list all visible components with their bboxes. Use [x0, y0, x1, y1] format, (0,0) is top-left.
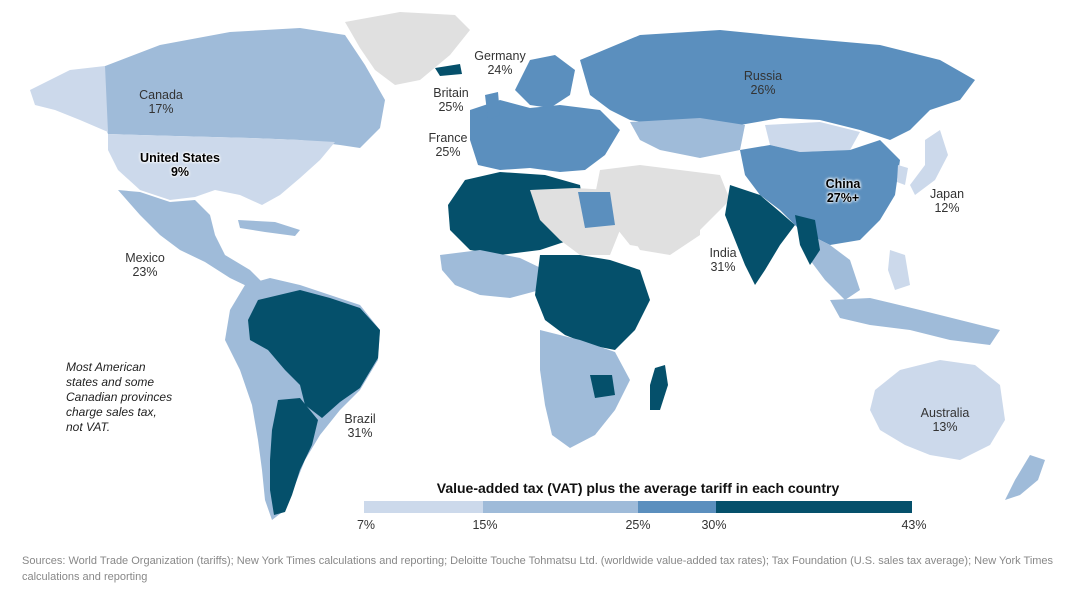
legend-bar [364, 501, 912, 513]
country-name: Mexico [125, 251, 165, 265]
arabia-region [620, 190, 700, 255]
country-value: 31% [710, 260, 736, 274]
legend-tick: 43% [901, 518, 927, 532]
britain-region [485, 92, 500, 120]
madagascar-region [650, 365, 668, 410]
australia-region [870, 360, 1005, 460]
country-name: France [428, 131, 468, 145]
india-region [725, 185, 795, 285]
china-region [740, 140, 900, 245]
label-united-states: United States 9% [140, 151, 220, 179]
country-value: 13% [932, 420, 958, 434]
legend-title: Value-added tax (VAT) plus the average t… [436, 480, 840, 496]
sales-tax-note: Most American states and some Canadian p… [66, 360, 173, 434]
brazil-region [248, 290, 380, 418]
label-brazil: Brazil 31% [344, 412, 375, 440]
label-russia: Russia 26% [744, 69, 782, 97]
country-name: Germany [474, 49, 526, 63]
legend-swatch-7-15 [364, 501, 483, 513]
alaska-region [30, 66, 108, 132]
label-australia: Australia 13% [921, 406, 970, 434]
egypt-region [578, 192, 615, 228]
japan-region [910, 130, 948, 195]
country-value: 23% [132, 265, 158, 279]
country-name: United States [140, 151, 220, 165]
label-canada: Canada 17% [139, 88, 183, 116]
southern-africa-region [540, 330, 630, 448]
country-value: 25% [435, 145, 461, 159]
country-name: India [709, 246, 737, 260]
myanmar-region [795, 215, 820, 265]
world-map [30, 12, 1045, 520]
canada-region [100, 28, 385, 148]
united-states-region [108, 134, 335, 205]
label-germany: Germany 24% [474, 49, 525, 77]
country-value: 9% [170, 165, 190, 179]
country-value: 27%+ [826, 191, 860, 205]
legend-tick: 25% [625, 518, 651, 532]
label-india: India 31% [709, 246, 736, 274]
country-value: 24% [487, 63, 513, 77]
label-china: China 27%+ [826, 177, 861, 205]
central-asia-region [630, 118, 745, 158]
label-mexico: Mexico 23% [125, 251, 165, 279]
country-name: China [825, 177, 861, 191]
legend-tick: 15% [472, 518, 498, 532]
korea-region [897, 165, 908, 185]
country-name: Japan [929, 187, 965, 201]
country-value: 26% [750, 83, 776, 97]
source-credits: Sources: World Trade Organization (tarif… [22, 555, 1054, 583]
caribbean-region [238, 220, 300, 236]
label-japan: Japan 12% [930, 187, 964, 215]
country-name: Brazil [344, 412, 376, 426]
mongolia-region [765, 122, 860, 152]
country-name: Australia [920, 406, 970, 420]
new-zealand-region [1005, 455, 1045, 500]
country-name: Canada [139, 88, 183, 102]
mexico-region [118, 190, 265, 290]
indonesia-region [830, 298, 1000, 345]
legend-swatch-15-25 [483, 501, 638, 513]
legend-tick: 7% [356, 518, 376, 532]
country-name: Russia [743, 69, 783, 83]
country-value: 12% [934, 201, 960, 215]
legend-swatch-25-30 [638, 501, 716, 513]
philippines-region [888, 250, 910, 290]
country-name: Britain [433, 86, 469, 100]
legend-swatch-30-43 [716, 501, 912, 513]
iceland-region [435, 64, 462, 76]
greenland-region [345, 12, 470, 85]
legend-tick: 30% [701, 518, 727, 532]
country-value: 31% [347, 426, 373, 440]
russia-region [580, 30, 975, 140]
scandinavia-region [515, 55, 575, 108]
label-france: France 25% [429, 131, 468, 159]
west-africa-region [440, 250, 545, 298]
central-africa-region [535, 255, 650, 350]
country-value: 25% [438, 100, 464, 114]
country-value: 17% [148, 102, 174, 116]
europe-region [470, 100, 620, 172]
argentina-region [270, 398, 318, 515]
zimbabwe-region [590, 375, 615, 398]
label-britain: Britain 25% [433, 86, 468, 114]
